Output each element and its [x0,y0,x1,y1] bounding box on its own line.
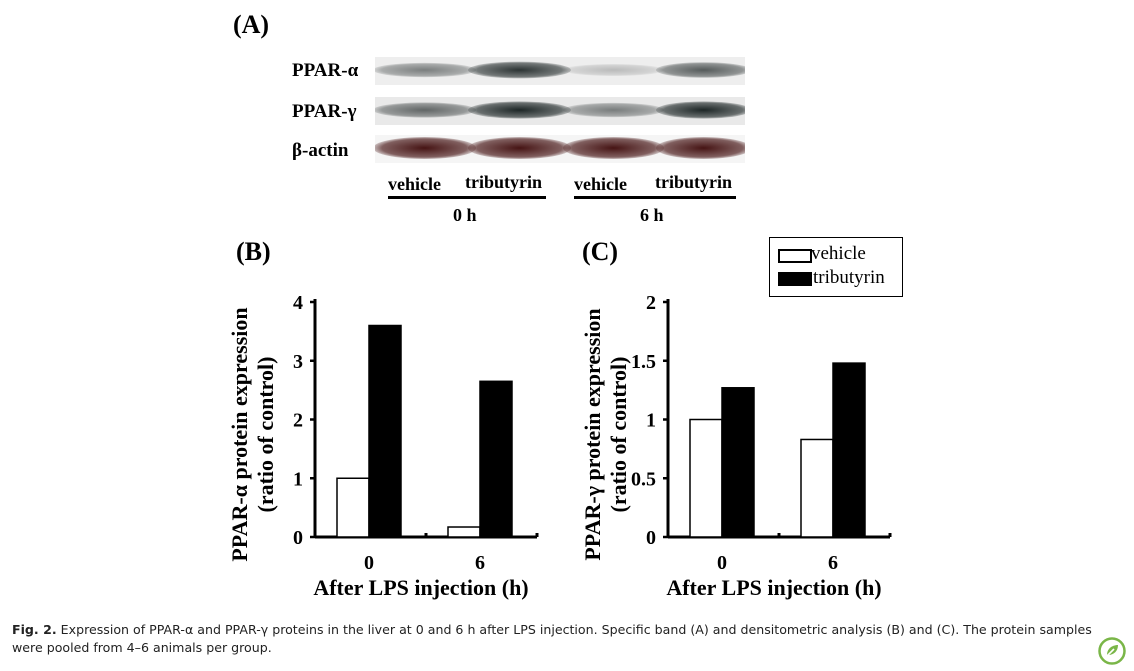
blot-band-ppar-lane-4 [656,101,745,119]
bar-vehicle-6h [800,438,834,538]
legend-swatch-vehicle [778,249,812,263]
lane-label-tributyrin-6h: tributyrin [655,172,733,192]
x-axis-label: After LPS injection (h) [666,575,881,600]
x-tick-label: 0 [364,552,374,574]
legend-swatch-tributyrin [778,272,812,286]
bar-vehicle-6h [447,526,481,538]
x-tick-label: 0 [717,552,727,574]
y-tick-label: 3 [293,351,303,373]
publisher-logo-icon [1098,637,1126,665]
y-axis-label-line1: PPAR-α protein expression [227,307,252,561]
caption-text: Expression of PPAR-α and PPAR-γ proteins… [12,622,1092,655]
lane-label-tributyrin-0h: tributyrin [465,172,543,192]
panel-c-label: (C) [582,237,619,266]
y-tick-label: 0 [293,527,303,549]
bar-tributyrin-0h [721,387,755,538]
blot-band-ppar-lane-4 [656,62,745,78]
chart-legend: vehicle tributyrin [769,237,903,297]
blot-band-ppar-lane-2 [468,61,571,79]
legend-label-vehicle: vehicle [811,243,866,264]
lane-label-vehicle-0h: vehicle [388,174,441,194]
blot-band-ppar-lane-3 [563,64,664,76]
bar-tributyrin-6h [832,362,866,538]
bar-vehicle-0h [689,418,723,538]
y-tick-label: 2 [646,292,656,314]
legend-label-tributyrin: tributyrin [813,267,885,288]
x-axis-label: After LPS injection (h) [313,575,528,600]
blot-row-label-ppar-alpha: PPAR-α [292,60,359,81]
y-axis-label-line1: PPAR-γ protein expression [580,308,605,560]
blot-band-actin-lane-2 [468,137,571,159]
blot-band-ppar-lane-3 [563,102,664,118]
y-tick-label: 2 [293,410,303,432]
y-axis-label-line2: (ratio of control) [253,357,278,513]
bar-vehicle-0h [336,477,370,538]
blot-band-ppar-lane-2 [468,101,571,119]
figure-caption: Fig. 2. Expression of PPAR-α and PPAR-γ … [12,621,1124,657]
group-label-6h: 6 h [640,205,664,225]
western-blot-image [375,57,745,163]
blot-row-label-beta-actin: β-actin [292,140,349,161]
panel-a-label: (A) [233,10,270,39]
y-tick-label: 4 [293,292,303,314]
group-underline-0h [388,196,546,199]
bar-tributyrin-6h [479,380,513,538]
y-tick-label: 0 [646,527,656,549]
blot-band-ppar-lane-1 [375,102,476,118]
y-tick-label: 1 [646,410,656,432]
y-tick-label: 1 [293,468,303,490]
blot-band-actin-lane-3 [563,137,664,159]
x-tick-label: 6 [475,552,485,574]
y-axis-label-line2: (ratio of control) [606,357,631,513]
panel-b-label: (B) [236,237,271,266]
bar-tributyrin-0h [368,324,402,538]
blot-band-ppar-lane-1 [375,62,476,78]
lane-label-vehicle-6h: vehicle [574,174,627,194]
blot-band-actin-lane-1 [375,137,476,159]
caption-label: Fig. 2. [12,622,57,637]
y-tick-label: 0.5 [631,468,656,490]
blot-band-actin-lane-4 [656,137,745,159]
group-underline-6h [574,196,736,199]
y-tick-label: 1.5 [631,351,656,373]
blot-row-label-ppar-gamma: PPAR-γ [292,101,357,122]
x-tick-label: 6 [828,552,838,574]
group-label-0h: 0 h [453,205,477,225]
